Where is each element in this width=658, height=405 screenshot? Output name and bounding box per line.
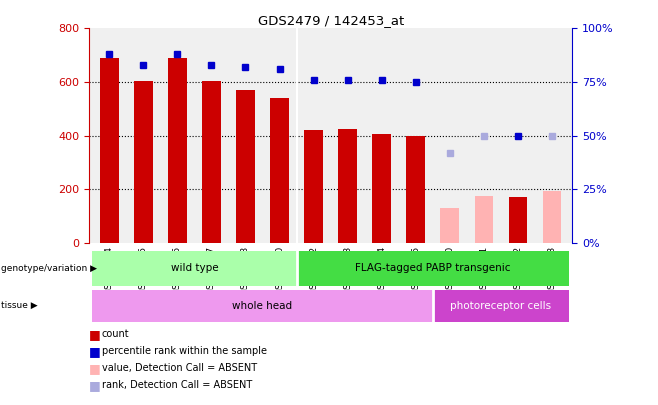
Text: photoreceptor cells: photoreceptor cells <box>450 301 551 311</box>
Bar <box>543 191 561 243</box>
Bar <box>372 134 391 243</box>
Bar <box>92 290 433 322</box>
Bar <box>433 290 569 322</box>
Bar <box>202 81 221 243</box>
Text: wild type: wild type <box>170 263 218 273</box>
Text: ■: ■ <box>89 362 101 375</box>
Bar <box>509 197 527 243</box>
Bar <box>338 129 357 243</box>
Text: FLAG-tagged PABP transgenic: FLAG-tagged PABP transgenic <box>355 263 511 273</box>
Bar <box>270 98 289 243</box>
Text: ■: ■ <box>89 345 101 358</box>
Text: count: count <box>102 329 130 339</box>
Bar <box>134 81 153 243</box>
Text: whole head: whole head <box>232 301 293 311</box>
Bar <box>236 90 255 243</box>
Text: ■: ■ <box>89 328 101 341</box>
Text: genotype/variation ▶: genotype/variation ▶ <box>1 264 97 273</box>
Bar <box>304 130 323 243</box>
Bar <box>100 58 118 243</box>
Bar <box>168 58 187 243</box>
Bar <box>474 196 494 243</box>
Text: tissue ▶: tissue ▶ <box>1 301 38 310</box>
Bar <box>297 251 569 286</box>
Bar <box>92 251 297 286</box>
Text: percentile rank within the sample: percentile rank within the sample <box>102 346 267 356</box>
Bar <box>440 208 459 243</box>
Bar <box>407 136 425 243</box>
Text: value, Detection Call = ABSENT: value, Detection Call = ABSENT <box>102 363 257 373</box>
Title: GDS2479 / 142453_at: GDS2479 / 142453_at <box>257 14 404 27</box>
Text: rank, Detection Call = ABSENT: rank, Detection Call = ABSENT <box>102 380 252 390</box>
Text: ■: ■ <box>89 379 101 392</box>
